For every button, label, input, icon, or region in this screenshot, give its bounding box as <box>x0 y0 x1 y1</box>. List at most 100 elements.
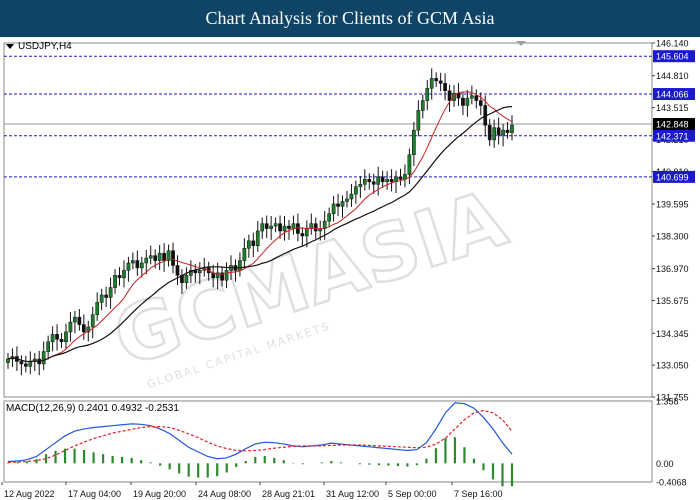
candle-body <box>501 129 505 136</box>
candle-body <box>246 240 251 249</box>
level-tag-label: 144.066 <box>656 90 689 100</box>
candle-body <box>131 260 135 264</box>
candle-body <box>438 80 443 84</box>
candle-body <box>46 341 50 352</box>
candle-body <box>175 265 180 276</box>
ma-slow-line <box>7 106 513 363</box>
macd-label: MACD(12,26,9) 0.2401 0.4932 -0.2531 <box>6 403 179 414</box>
candle-body <box>68 321 73 333</box>
macd-tick-label: -0.4068 <box>656 478 687 488</box>
candle-body <box>389 179 394 183</box>
macd-panel-frame <box>3 400 653 483</box>
candle-body <box>126 262 131 271</box>
current-price-label: 142.848 <box>656 120 689 130</box>
main-panel-frame <box>3 42 653 398</box>
candle-body <box>331 203 336 215</box>
banner-title: Chart Analysis for Clients of GCM Asia <box>205 8 495 28</box>
candle-body <box>425 88 430 101</box>
candle-body <box>264 223 269 229</box>
x-tick-label: 31 Aug 12:00 <box>326 489 379 499</box>
candle-body <box>50 334 55 343</box>
candle-body <box>90 314 95 328</box>
candle-body <box>371 181 376 185</box>
candle-body <box>122 270 126 279</box>
candle-body <box>349 193 354 200</box>
candle-body <box>153 255 158 261</box>
candle-body <box>117 275 122 279</box>
x-tick-label: 24 Aug 08:00 <box>198 489 251 499</box>
candle-body <box>447 90 452 101</box>
dropdown-triangle-icon[interactable] <box>6 43 14 49</box>
candle-body <box>420 100 425 111</box>
candle-body <box>171 250 175 266</box>
y-tick-label: 131.755 <box>656 393 689 403</box>
candle-body <box>282 225 287 232</box>
candle-body <box>474 95 479 101</box>
candle-body <box>416 110 421 131</box>
candle-body <box>95 302 100 315</box>
candle-body <box>505 129 510 133</box>
macd-line <box>7 402 513 463</box>
candle-body <box>273 223 278 227</box>
candle-body <box>470 95 474 99</box>
candle-body <box>86 326 91 333</box>
symbol-label: USDJPY,H4 <box>6 41 72 52</box>
candle-body <box>224 270 229 281</box>
macd-signal-line <box>7 409 513 464</box>
y-tick-label: 133.050 <box>656 361 689 371</box>
candle-body <box>429 78 434 89</box>
candle-body <box>64 331 68 343</box>
candle-body <box>358 184 363 187</box>
shift-marker-icon <box>516 41 526 46</box>
symbol-text: USDJPY,H4 <box>18 41 72 52</box>
candle-body <box>434 78 439 82</box>
candle-body <box>6 358 10 363</box>
level-tag <box>653 88 695 101</box>
y-tick-label: 135.675 <box>656 296 689 306</box>
candle-body <box>113 275 117 288</box>
candle-body <box>28 361 33 367</box>
candle-body <box>412 129 416 155</box>
candle-body <box>313 223 318 232</box>
candle-body <box>59 339 64 343</box>
y-tick-label: 146.140 <box>656 39 689 49</box>
candle-body <box>478 100 483 106</box>
level-tag-label: 145.604 <box>656 52 689 62</box>
candle-body <box>300 233 305 237</box>
candle-body <box>139 262 144 269</box>
x-tick-label: 12 Aug 2022 <box>4 489 55 499</box>
candle-body <box>291 223 296 229</box>
candle-body <box>238 260 242 271</box>
candle-body <box>487 124 492 141</box>
candle-body <box>327 213 331 222</box>
candle-body <box>166 250 171 261</box>
macd-tick-label: 0.00 <box>656 459 674 469</box>
y-tick-label: 139.595 <box>656 200 689 210</box>
candle-body <box>144 257 149 264</box>
candle-body <box>77 316 82 325</box>
candle-body <box>148 255 153 259</box>
ma-fast-line <box>7 91 513 362</box>
macd-tick-label: 1.358 <box>656 397 679 407</box>
candle-body <box>385 179 389 183</box>
candle-body <box>184 275 189 283</box>
banner: Chart Analysis for Clients of GCM Asia <box>0 0 700 37</box>
level-tag <box>653 170 695 183</box>
candle-body <box>157 252 162 261</box>
candle-body <box>278 223 282 232</box>
candle-body <box>162 252 166 261</box>
candle-body <box>398 176 403 180</box>
candle-body <box>456 92 461 99</box>
level-tag <box>653 129 695 142</box>
y-tick-label: 138.300 <box>656 231 689 241</box>
candle-body <box>496 127 501 136</box>
candle-body <box>215 272 220 279</box>
x-tick-label: 28 Aug 21:01 <box>262 489 315 499</box>
candle-body <box>465 97 470 106</box>
x-tick-label: 17 Aug 04:00 <box>68 489 121 499</box>
level-tag-label: 140.699 <box>656 172 689 182</box>
x-tick-label: 5 Sep 00:00 <box>388 489 437 499</box>
candle-body <box>108 287 113 298</box>
candle-body <box>376 176 381 185</box>
